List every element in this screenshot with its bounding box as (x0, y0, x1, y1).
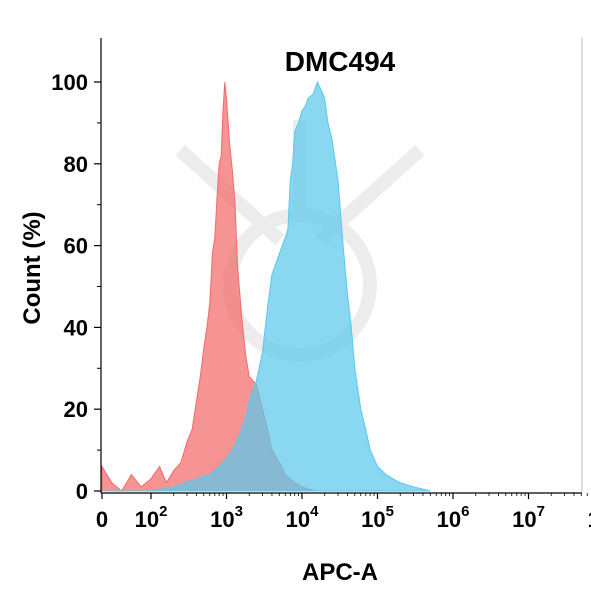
y-axis-title: Count (%) (19, 211, 46, 324)
y-tick-label: 20 (64, 397, 88, 422)
chart-title: DMC494 (285, 46, 396, 77)
x-tick-label: 102 (135, 503, 168, 532)
x-tick-label: 104 (286, 503, 319, 532)
y-tick-label: 40 (64, 315, 88, 340)
x-axis-ticks: 0 102 103 104 105 106 107 108 (96, 493, 591, 532)
y-tick-label: 0 (76, 479, 88, 504)
x-tick-label: 0 (96, 507, 108, 532)
x-tick-label: 103 (210, 503, 243, 532)
x-axis-title: APC-A (302, 559, 378, 586)
x-tick-label: 106 (437, 503, 470, 532)
y-tick-label: 80 (64, 152, 88, 177)
x-tick-label: 107 (512, 503, 545, 532)
plot-area (101, 80, 431, 492)
y-tick-label: 100 (51, 70, 88, 95)
y-tick-label: 60 (64, 234, 88, 259)
x-tick-label: 105 (361, 503, 394, 532)
histogram-area-2 (102, 80, 431, 492)
x-tick-label: 108 (588, 503, 591, 532)
y-axis-ticks: 0 20 40 60 80 100 (51, 70, 101, 504)
